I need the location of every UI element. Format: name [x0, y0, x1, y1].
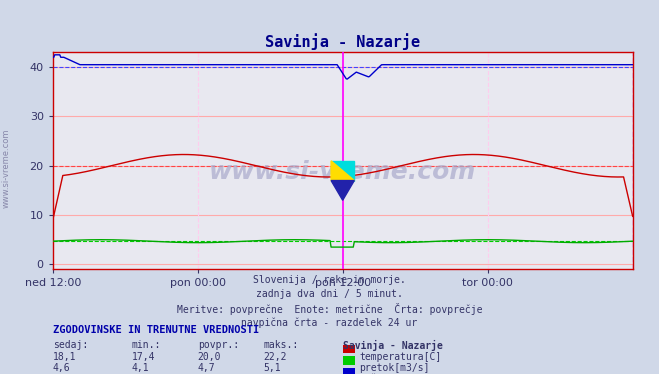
Polygon shape	[331, 161, 355, 181]
Text: 20,0: 20,0	[198, 352, 221, 362]
Text: 4,1: 4,1	[132, 363, 150, 373]
Text: pretok[m3/s]: pretok[m3/s]	[359, 363, 430, 373]
Text: min.:: min.:	[132, 340, 161, 350]
Text: Meritve: povprečne  Enote: metrične  Črta: povprečje: Meritve: povprečne Enote: metrične Črta:…	[177, 303, 482, 315]
Text: Savinja - Nazarje: Savinja - Nazarje	[343, 340, 443, 351]
Text: ZGODOVINSKE IN TRENUTNE VREDNOSTI: ZGODOVINSKE IN TRENUTNE VREDNOSTI	[53, 325, 259, 335]
Polygon shape	[331, 161, 355, 181]
Text: Slovenija / reke in morje.: Slovenija / reke in morje.	[253, 275, 406, 285]
Text: 5,1: 5,1	[264, 363, 281, 373]
Text: www.si-vreme.com: www.si-vreme.com	[209, 160, 476, 184]
Text: zadnja dva dni / 5 minut.: zadnja dva dni / 5 minut.	[256, 289, 403, 299]
Text: 22,2: 22,2	[264, 352, 287, 362]
Polygon shape	[331, 181, 355, 200]
Text: maks.:: maks.:	[264, 340, 299, 350]
Text: 17,4: 17,4	[132, 352, 156, 362]
Text: povpr.:: povpr.:	[198, 340, 239, 350]
Text: 4,7: 4,7	[198, 363, 215, 373]
Text: 4,6: 4,6	[53, 363, 71, 373]
Text: sedaj:: sedaj:	[53, 340, 88, 350]
Title: Savinja - Nazarje: Savinja - Nazarje	[265, 33, 420, 50]
Text: 18,1: 18,1	[53, 352, 76, 362]
Text: temperatura[C]: temperatura[C]	[359, 352, 442, 362]
Text: www.si-vreme.com: www.si-vreme.com	[2, 129, 11, 208]
Text: navpična črta - razdelek 24 ur: navpična črta - razdelek 24 ur	[241, 318, 418, 328]
